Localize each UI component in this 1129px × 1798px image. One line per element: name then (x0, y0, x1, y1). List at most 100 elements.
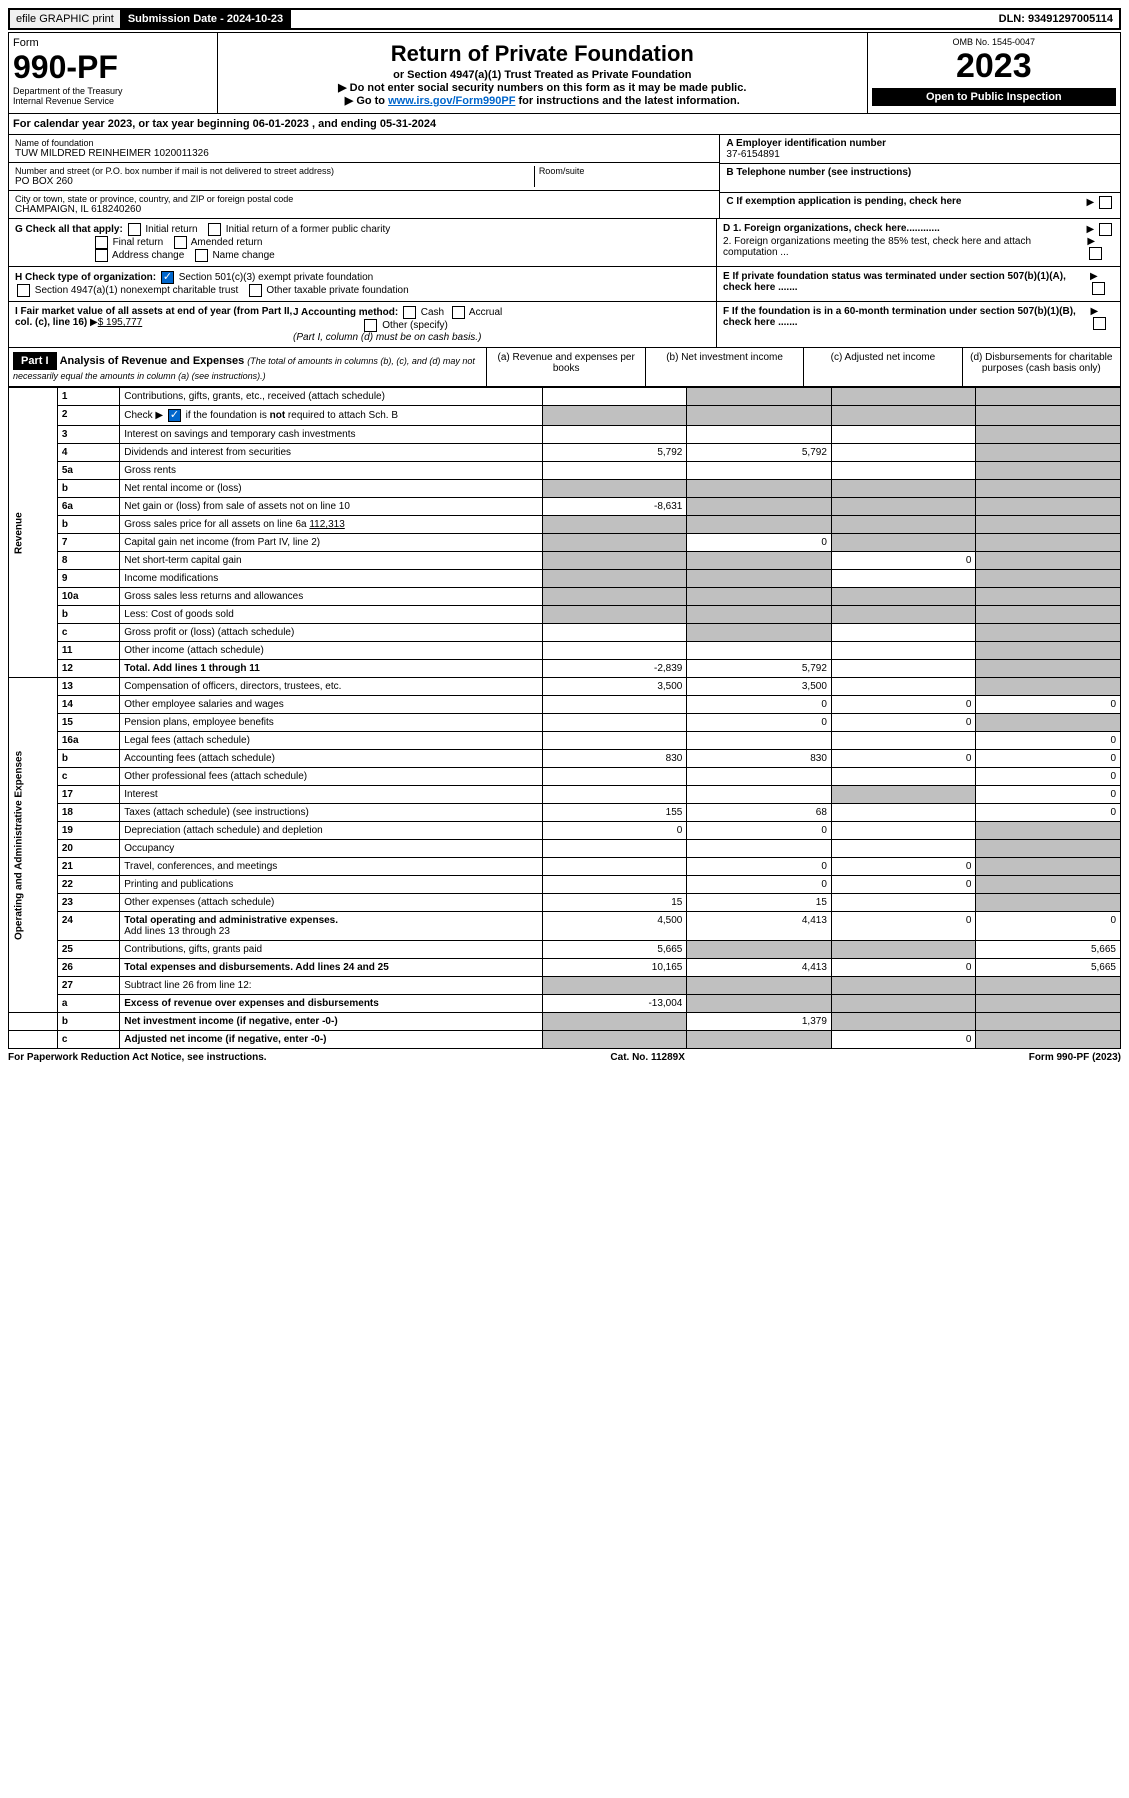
g-label: G Check all that apply: (15, 224, 123, 235)
page-footer: For Paperwork Reduction Act Notice, see … (8, 1049, 1121, 1066)
d2-label: 2. Foreign organizations meeting the 85%… (723, 236, 1087, 260)
revenue-label: Revenue (9, 388, 58, 678)
c-label: C If exemption application is pending, c… (726, 196, 961, 209)
name-change-checkbox[interactable] (195, 249, 208, 262)
line26-d: 5,665 (976, 959, 1121, 977)
part1-table: Revenue 1Contributions, gifts, grants, e… (8, 387, 1121, 1049)
col-a-header: (a) Revenue and expenses per books (486, 348, 644, 386)
line10c-desc: Gross profit or (loss) (attach schedule) (120, 624, 543, 642)
line5a-desc: Gross rents (120, 462, 543, 480)
line2-desc: Check ▶ if the foundation is not require… (120, 406, 543, 426)
line16a-d: 0 (976, 732, 1121, 750)
line16b-d: 0 (976, 750, 1121, 768)
line19-a: 0 (542, 822, 687, 840)
j-cash: Cash (421, 307, 444, 318)
cash-checkbox[interactable] (403, 306, 416, 319)
line4-a: 5,792 (542, 444, 687, 462)
line16a-desc: Legal fees (attach schedule) (120, 732, 543, 750)
4947-checkbox[interactable] (17, 284, 30, 297)
line27b-desc: Net investment income (if negative, ente… (120, 1013, 543, 1031)
line22-desc: Printing and publications (120, 876, 543, 894)
line13-a: 3,500 (542, 678, 687, 696)
line4-desc: Dividends and interest from securities (120, 444, 543, 462)
line8-c: 0 (831, 552, 976, 570)
line25-d: 5,665 (976, 941, 1121, 959)
line23-desc: Other expenses (attach schedule) (120, 894, 543, 912)
schb-checkbox[interactable] (168, 409, 181, 422)
initial-return-checkbox[interactable] (128, 223, 141, 236)
501c3-checkbox[interactable] (161, 271, 174, 284)
c-checkbox[interactable] (1099, 196, 1112, 209)
line13-desc: Compensation of officers, directors, tru… (120, 678, 543, 696)
col-c-header: (c) Adjusted net income (803, 348, 961, 386)
omb: OMB No. 1545-0047 (872, 37, 1116, 47)
form-word: Form (13, 37, 213, 49)
line26-b: 4,413 (687, 959, 832, 977)
d1-checkbox[interactable] (1099, 223, 1112, 236)
goto-suffix: for instructions and the latest informat… (515, 95, 739, 107)
cal-begin: 06-01-2023 (253, 118, 309, 130)
form-link[interactable]: www.irs.gov/Form990PF (388, 95, 515, 107)
e-checkbox[interactable] (1092, 282, 1105, 295)
line26-c: 0 (831, 959, 976, 977)
line24-c: 0 (831, 912, 976, 941)
line22-b: 0 (687, 876, 832, 894)
city-label: City or town, state or province, country… (15, 194, 713, 204)
line14-b: 0 (687, 696, 832, 714)
part1-label: Part I (13, 352, 57, 370)
i-label: I Fair market value of all assets at end… (15, 306, 292, 328)
line24-a: 4,500 (542, 912, 687, 941)
line18-a: 155 (542, 804, 687, 822)
form-number: 990-PF (13, 49, 213, 86)
warning-ssn: Do not enter social security numbers on … (224, 81, 861, 94)
amended-checkbox[interactable] (174, 236, 187, 249)
e-label: E If private foundation status was termi… (723, 271, 1090, 295)
f-label: F If the foundation is in a 60-month ter… (723, 306, 1090, 330)
g-init: Initial return (145, 224, 197, 235)
line16b-c: 0 (831, 750, 976, 768)
line21-c: 0 (831, 858, 976, 876)
i-value: $ 195,777 (98, 317, 143, 328)
line9-desc: Income modifications (120, 570, 543, 588)
efile-print-button[interactable]: efile GRAPHIC print (10, 10, 122, 28)
line22-c: 0 (831, 876, 976, 894)
line16c-desc: Other professional fees (attach schedule… (120, 768, 543, 786)
g-final: Final return (113, 237, 164, 248)
line6b-desc: Gross sales price for all assets on line… (120, 516, 543, 534)
f-checkbox[interactable] (1093, 317, 1106, 330)
d2-checkbox[interactable] (1089, 247, 1102, 260)
initial-public-checkbox[interactable] (208, 223, 221, 236)
final-return-checkbox[interactable] (95, 236, 108, 249)
g-initpub: Initial return of a former public charit… (226, 224, 391, 235)
line11-desc: Other income (attach schedule) (120, 642, 543, 660)
other-method-checkbox[interactable] (364, 319, 377, 332)
line10a-desc: Gross sales less returns and allowances (120, 588, 543, 606)
line5b-desc: Net rental income or (loss) (120, 480, 543, 498)
line7-b: 0 (687, 534, 832, 552)
line8-desc: Net short-term capital gain (120, 552, 543, 570)
other-taxable-checkbox[interactable] (249, 284, 262, 297)
line14-d: 0 (976, 696, 1121, 714)
col-b-header: (b) Net investment income (645, 348, 803, 386)
line14-c: 0 (831, 696, 976, 714)
address-change-checkbox[interactable] (95, 249, 108, 262)
line24-d: 0 (976, 912, 1121, 941)
line21-desc: Travel, conferences, and meetings (120, 858, 543, 876)
line27b-b: 1,379 (687, 1013, 832, 1031)
dept-treasury: Department of the Treasury (13, 86, 213, 96)
line17-d: 0 (976, 786, 1121, 804)
check-section-h: H Check type of organization: Section 50… (8, 267, 1121, 302)
line27a-a: -13,004 (542, 995, 687, 1013)
line18-b: 68 (687, 804, 832, 822)
j-accrual: Accrual (469, 307, 502, 318)
line6a-a: -8,631 (542, 498, 687, 516)
h-label: H Check type of organization: (15, 272, 156, 283)
accrual-checkbox[interactable] (452, 306, 465, 319)
col-d-header: (d) Disbursements for charitable purpose… (962, 348, 1120, 386)
line7-desc: Capital gain net income (from Part IV, l… (120, 534, 543, 552)
line16b-a: 830 (542, 750, 687, 768)
form-header: Form 990-PF Department of the Treasury I… (8, 32, 1121, 114)
line3-desc: Interest on savings and temporary cash i… (120, 426, 543, 444)
h-other: Other taxable private foundation (266, 285, 408, 296)
line12-a: -2,839 (542, 660, 687, 678)
